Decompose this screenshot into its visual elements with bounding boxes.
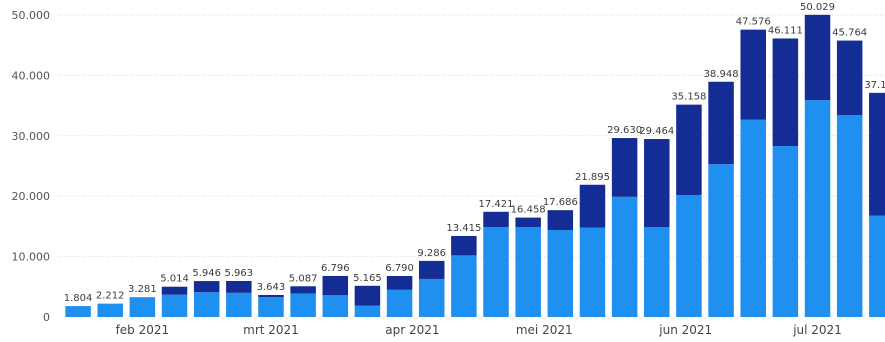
- bar-segment-lower: [386, 289, 413, 317]
- y-tick-label: 10.000: [12, 251, 51, 264]
- data-label: 29.630: [607, 125, 642, 136]
- bar-segment-lower: [611, 196, 638, 317]
- data-label: 16.458: [511, 205, 546, 216]
- bar-segment-lower: [515, 227, 541, 317]
- data-label: 6.796: [321, 263, 350, 274]
- data-label: 37.112: [864, 80, 885, 91]
- data-label: 9.286: [417, 248, 446, 259]
- bar-segment-upper: [226, 280, 252, 293]
- x-tick-label: jul 2021: [792, 323, 842, 337]
- bar-segment-lower: [418, 278, 445, 317]
- bar-segment-upper: [483, 211, 509, 228]
- bar-segment-upper: [386, 275, 413, 290]
- bar-segment-lower: [226, 292, 252, 317]
- data-label: 5.014: [160, 274, 189, 285]
- data-label: 46.111: [768, 25, 803, 36]
- data-label: 3.643: [257, 282, 286, 293]
- data-label: 50.029: [800, 2, 835, 13]
- bar-segment-upper: [161, 286, 188, 295]
- bar-segment-lower: [161, 294, 188, 317]
- data-label: 47.576: [736, 17, 771, 28]
- bar-segment-lower: [804, 100, 831, 317]
- data-label: 5.087: [289, 273, 318, 284]
- bar-segment-upper: [644, 139, 670, 228]
- bar-segment-upper: [258, 294, 284, 298]
- bar-segment-lower: [740, 119, 766, 317]
- bar-segment-lower: [65, 306, 91, 317]
- data-label: 13.415: [446, 223, 481, 234]
- bar-segment-upper: [451, 235, 477, 256]
- y-axis: 0 10.000 20.000 30.000 40.000 50.000: [12, 9, 51, 324]
- bar-segment-lower: [644, 227, 670, 317]
- bar-segment-lower: [97, 303, 123, 317]
- bar-segment-lower: [869, 215, 885, 317]
- bar-segment-upper: [547, 210, 574, 231]
- bar-segment-lower: [547, 230, 574, 317]
- y-tick-label: 50.000: [12, 9, 51, 22]
- bar-segment-lower: [258, 297, 284, 317]
- bar-segment-lower: [708, 164, 734, 317]
- bar-segment-upper: [354, 285, 381, 306]
- bar-segment-lower: [836, 115, 863, 317]
- data-label: 17.421: [479, 199, 514, 210]
- data-label: 2.212: [96, 291, 125, 302]
- bar-segment-upper: [290, 286, 316, 294]
- data-label: 5.963: [225, 268, 254, 279]
- y-tick-label: 40.000: [12, 69, 51, 82]
- x-tick-label: mrt 2021: [243, 323, 299, 337]
- bar-segment-upper: [836, 40, 863, 116]
- bar-segment-upper: [418, 260, 445, 279]
- bar-segment-lower: [579, 227, 606, 317]
- bar-segment-upper: [579, 184, 606, 228]
- bar-segment-upper: [193, 281, 220, 293]
- bar-segment-upper: [515, 217, 541, 228]
- data-label: 35.158: [671, 92, 706, 103]
- bar-segment-lower: [772, 146, 799, 317]
- x-tick-label: apr 2021: [385, 323, 439, 337]
- bar-segment-upper: [869, 92, 885, 216]
- bar-segment-lower: [451, 255, 477, 317]
- data-label: 29.464: [639, 126, 674, 137]
- bar-segment-lower: [483, 227, 509, 317]
- bar-segment-upper: [676, 104, 702, 195]
- x-axis: feb 2021 mrt 2021 apr 2021 mei 2021 jun 2021…: [116, 323, 842, 337]
- y-tick-label: 30.000: [12, 130, 51, 143]
- data-label: 5.165: [353, 273, 382, 284]
- bar-segment-lower: [129, 297, 156, 317]
- x-tick-label: jun 2021: [658, 323, 712, 337]
- x-tick-label: mei 2021: [516, 323, 573, 337]
- y-tick-label: 0: [43, 311, 50, 324]
- bar-segment-lower: [193, 292, 220, 317]
- bar-segment-upper: [740, 29, 766, 120]
- bar-segment-upper: [611, 138, 638, 197]
- bar-segment-upper: [708, 81, 734, 165]
- bar-segment-lower: [676, 194, 702, 317]
- data-label: 45.764: [832, 28, 867, 39]
- bar-segment-upper: [772, 38, 799, 147]
- data-label: 5.946: [192, 268, 221, 279]
- x-tick-label: feb 2021: [116, 323, 170, 337]
- data-label: 1.804: [64, 293, 93, 304]
- bar-segment-upper: [322, 275, 349, 296]
- bar-segment-lower: [322, 295, 349, 317]
- data-label: 3.281: [128, 284, 157, 295]
- bar-segment-lower: [290, 293, 316, 317]
- data-label: 6.790: [385, 263, 414, 274]
- data-label: 17.686: [543, 197, 578, 208]
- y-tick-label: 20.000: [12, 190, 51, 203]
- data-label: 21.895: [575, 172, 610, 183]
- bar-segment-upper: [804, 14, 831, 101]
- bars: [65, 14, 885, 317]
- data-label: 38.948: [704, 69, 739, 80]
- bar-segment-lower: [354, 305, 381, 317]
